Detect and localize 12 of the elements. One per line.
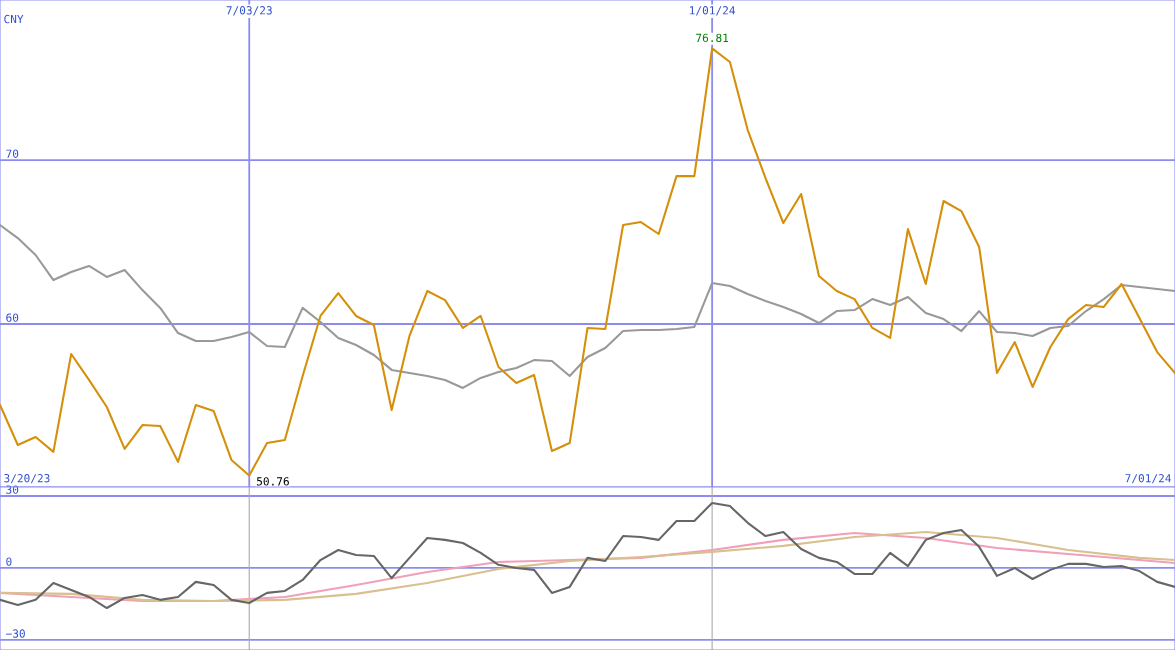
y-tick-label: 0 xyxy=(6,557,12,566)
annotation: 50.76 xyxy=(256,477,289,486)
y-tick-label: 70 xyxy=(6,149,19,158)
annotation: 76.81 xyxy=(696,33,729,43)
y-tick-label: 60 xyxy=(6,313,19,322)
y-axis-title: CNY xyxy=(4,14,24,24)
x-tick-label: 7/03/23 xyxy=(226,6,272,16)
y-tick-label: 30 xyxy=(6,485,19,494)
annotation: 7/01/24 xyxy=(1125,474,1171,484)
y-tick-label: −30 xyxy=(6,629,25,638)
x-tick-label: 1/01/24 xyxy=(690,6,735,16)
annotation: 3/20/23 xyxy=(4,474,50,484)
